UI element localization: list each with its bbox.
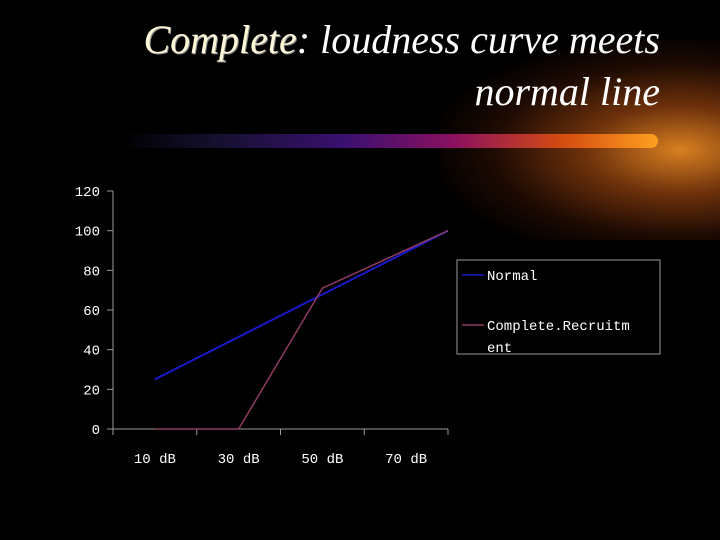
y-axis: 0 20 40 60 80 100 120 [75, 185, 114, 439]
y-tick-label: 40 [83, 344, 100, 360]
y-tick-label: 20 [83, 383, 100, 399]
title-rest: : loudness curve meets [296, 17, 660, 62]
slide-title: Complete: loudness curve meets normal li… [60, 14, 660, 118]
x-tick-label: 50 dB [301, 452, 343, 468]
y-tick-label: 80 [83, 264, 100, 280]
x-axis: 10 dB 30 dB 50 dB 70 dB [112, 428, 449, 468]
title-line-1: Complete: loudness curve meets [60, 14, 660, 66]
series-line-normal [154, 229, 449, 381]
legend-box [456, 259, 661, 355]
title-keyword: Complete [143, 17, 297, 62]
x-tick-label: 30 dB [218, 452, 260, 468]
x-tick-label: 70 dB [385, 452, 427, 468]
legend-label-complete-2: ent [487, 341, 512, 357]
x-tick-label: 10 dB [134, 452, 176, 468]
series-lines [154, 229, 449, 430]
series-line-complete [154, 230, 449, 430]
y-tick-label: 0 [92, 423, 100, 439]
legend-label-complete-1: Complete.Recruitm [487, 319, 630, 335]
y-tick-label: 100 [75, 225, 100, 241]
title-line-2: normal line [474, 69, 660, 114]
gradient-bar-decoration [118, 134, 658, 148]
y-tick-label: 60 [83, 304, 100, 320]
legend-label-normal: Normal [487, 269, 537, 285]
y-tick-label: 120 [75, 185, 100, 201]
